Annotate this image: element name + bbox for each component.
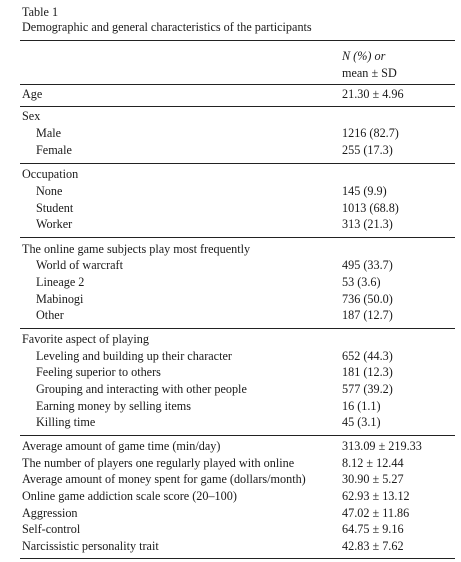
section-divider [20, 435, 455, 436]
row-value: 577 (39.2) [342, 382, 393, 396]
row-label: Mabinogi [36, 292, 84, 306]
row-label: World of warcraft [36, 258, 123, 272]
header-rule [20, 84, 455, 85]
section-divider [20, 106, 455, 107]
table-row: Worker 313 (21.3) [22, 216, 452, 232]
section-heading: Sex [22, 109, 41, 123]
table-row: Average amount of money spent for game (… [22, 471, 452, 487]
table-row: Mabinogi 736 (50.0) [22, 291, 452, 307]
row-value: 8.12 ± 12.44 [342, 456, 404, 470]
row-value: 30.90 ± 5.27 [342, 472, 404, 486]
section-divider [20, 237, 455, 238]
section-divider [20, 163, 455, 164]
row-label: Feeling superior to others [36, 365, 161, 379]
row-label: The number of players one regularly play… [22, 456, 295, 470]
table-row: Other 187 (12.7) [22, 307, 452, 323]
top-rule [20, 40, 455, 42]
section-heading: Occupation [22, 167, 79, 181]
column-header-mean-sd: mean ± SD [342, 66, 397, 80]
row-value: 1216 (82.7) [342, 126, 399, 140]
row-label: Average amount of money spent for game (… [22, 472, 306, 486]
table-row: Aggression 47.02 ± 11.86 [22, 505, 452, 521]
table-row: Online game addiction scale score (20–10… [22, 488, 452, 504]
row-value: 64.75 ± 9.16 [342, 522, 404, 536]
table-row: Feeling superior to others 181 (12.3) [22, 364, 452, 380]
table-row: Lineage 2 53 (3.6) [22, 274, 452, 290]
row-label: Killing time [36, 415, 96, 429]
row-value: 187 (12.7) [342, 308, 393, 322]
row-label: None [36, 184, 63, 198]
row-label: Grouping and interacting with other peop… [36, 382, 247, 396]
row-value: 495 (33.7) [342, 258, 393, 272]
table-title: Demographic and general characteristics … [22, 20, 312, 34]
column-header: N (%) or mean ± SD [342, 48, 397, 82]
table-row: World of warcraft 495 (33.7) [22, 257, 452, 273]
row-value: 45 (3.1) [342, 415, 381, 429]
row-value: 16 (1.1) [342, 399, 381, 413]
row-label: Average amount of game time (min/day) [22, 439, 221, 453]
section-heading: Favorite aspect of playing [22, 332, 149, 346]
table-row: Killing time 45 (3.1) [22, 414, 452, 430]
table-row: Male 1216 (82.7) [22, 125, 452, 141]
row-value: 652 (44.3) [342, 349, 393, 363]
table-row: Earning money by selling items 16 (1.1) [22, 398, 452, 414]
row-label: Leveling and building up their character [36, 349, 232, 363]
row-label: Female [36, 143, 72, 157]
row-value: 1013 (68.8) [342, 201, 399, 215]
row-label: Age [22, 87, 43, 101]
table-row: Self-control 64.75 ± 9.16 [22, 521, 452, 537]
row-label: Aggression [22, 506, 78, 520]
table-row: Age 21.30 ± 4.96 [22, 86, 452, 102]
row-label: Self-control [22, 522, 81, 536]
table-row: Female 255 (17.3) [22, 142, 452, 158]
table-row: Narcissistic personality trait 42.83 ± 7… [22, 538, 452, 554]
row-label: Other [36, 308, 64, 322]
bottom-rule [20, 558, 455, 560]
row-value: 21.30 ± 4.96 [342, 87, 404, 101]
table-caption: Table 1 Demographic and general characte… [22, 5, 312, 35]
table-row: Average amount of game time (min/day) 31… [22, 438, 452, 454]
row-label: Narcissistic personality trait [22, 539, 159, 553]
row-value: 313.09 ± 219.33 [342, 439, 422, 453]
row-label: Male [36, 126, 62, 140]
row-value: 47.02 ± 11.86 [342, 506, 410, 520]
row-label: Online game addiction scale score (20–10… [22, 489, 237, 503]
table-row: Leveling and building up their character… [22, 348, 452, 364]
row-value: 255 (17.3) [342, 143, 393, 157]
table-row: Grouping and interacting with other peop… [22, 381, 452, 397]
section-heading: The online game subjects play most frequ… [22, 242, 251, 256]
row-value: 145 (9.9) [342, 184, 387, 198]
row-value: 53 (3.6) [342, 275, 381, 289]
row-label: Earning money by selling items [36, 399, 192, 413]
table-row: Student 1013 (68.8) [22, 200, 452, 216]
table-row: The number of players one regularly play… [22, 455, 452, 471]
row-value: 42.83 ± 7.62 [342, 539, 404, 553]
column-header-n-pct: N (%) or [342, 49, 386, 63]
row-value: 181 (12.3) [342, 365, 393, 379]
table-row: None 145 (9.9) [22, 183, 452, 199]
row-value: 62.93 ± 13.12 [342, 489, 410, 503]
table-number: Table 1 [22, 5, 59, 19]
section-divider [20, 328, 455, 329]
row-label: Student [36, 201, 74, 215]
row-value: 736 (50.0) [342, 292, 393, 306]
row-value: 313 (21.3) [342, 217, 393, 231]
row-label: Worker [36, 217, 73, 231]
row-label: Lineage 2 [36, 275, 85, 289]
